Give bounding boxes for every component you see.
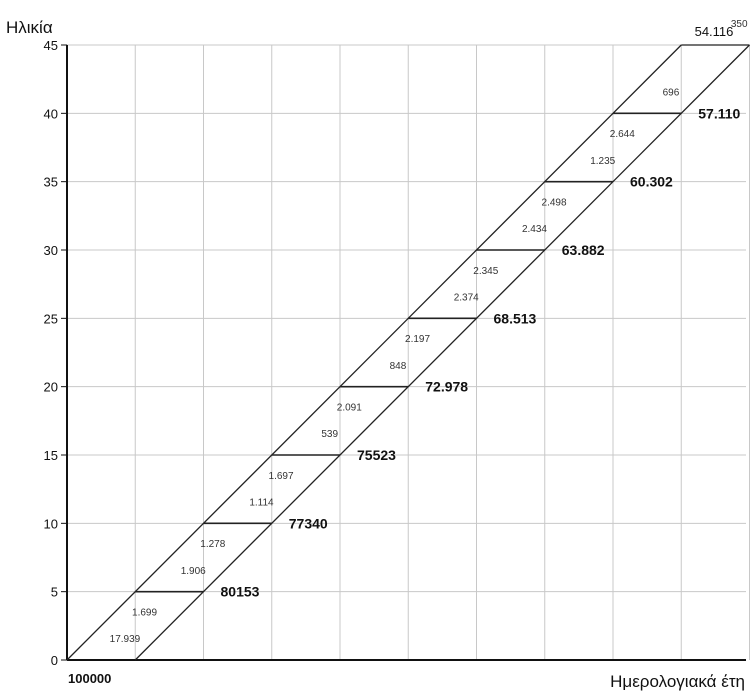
death-count-lower: 1.235 [590, 156, 615, 167]
death-count-lower: 2.434 [522, 224, 547, 235]
death-count-upper: 1.699 [132, 608, 157, 619]
y-tick-label: 10 [44, 516, 58, 531]
death-count-upper: 2.345 [473, 266, 498, 277]
survivor-label: 60.302 [630, 174, 673, 190]
cohort-band [66, 44, 750, 661]
y-tick-label: 30 [44, 243, 58, 258]
survivor-label: 63.882 [562, 242, 605, 258]
y-tick-label: 15 [44, 448, 58, 463]
death-count-upper: 2.644 [610, 129, 635, 140]
survivor-label: 68.513 [494, 310, 537, 326]
survivor-label: 77340 [289, 515, 328, 531]
cohort-end-label: 54.116 [695, 24, 734, 39]
survivor-label: 80153 [221, 584, 260, 600]
y-tick-label: 45 [44, 38, 58, 53]
death-count-upper: 2.498 [542, 198, 567, 209]
death-count-lower: 17.939 [110, 634, 141, 645]
y-axis-label: Ηλικία [6, 18, 53, 37]
death-count-upper: 2.091 [337, 403, 362, 414]
death-count-lower: 1.906 [181, 566, 206, 577]
death-count-lower: 539 [321, 429, 338, 440]
death-count-lower: 2.374 [454, 292, 479, 303]
axes [61, 44, 746, 661]
death-count-lower: 848 [390, 361, 407, 372]
labels: 0 5 10 15 20 25 30 35 40 45 80153 77340 75523 72.978 6… [44, 19, 748, 668]
survivor-label: 57.110 [698, 105, 740, 121]
survivor-label: 75523 [357, 447, 396, 463]
cohort-start-label: 100000 [68, 671, 111, 686]
death-count-upper: 1.278 [200, 539, 225, 550]
cohort-upper-edge [66, 44, 682, 661]
survivor-label: 72.978 [425, 379, 468, 395]
y-tick-label: 20 [44, 380, 58, 395]
death-count-lower: 350 [731, 19, 748, 30]
y-tick-label: 25 [44, 311, 58, 326]
death-count-upper: 2.197 [405, 334, 430, 345]
grid [67, 44, 750, 660]
cohort-lower-edge [134, 44, 750, 661]
y-tick-label: 5 [51, 585, 58, 600]
death-count-lower: 696 [663, 87, 680, 98]
y-tick-label: 35 [44, 175, 58, 190]
y-tick-label: 0 [51, 653, 58, 668]
death-count-upper: 1.697 [269, 471, 294, 482]
death-count-lower: 1.114 [249, 497, 274, 508]
y-tick-label: 40 [44, 106, 58, 121]
x-axis-label: Ημερολογιακά έτη [610, 672, 745, 691]
